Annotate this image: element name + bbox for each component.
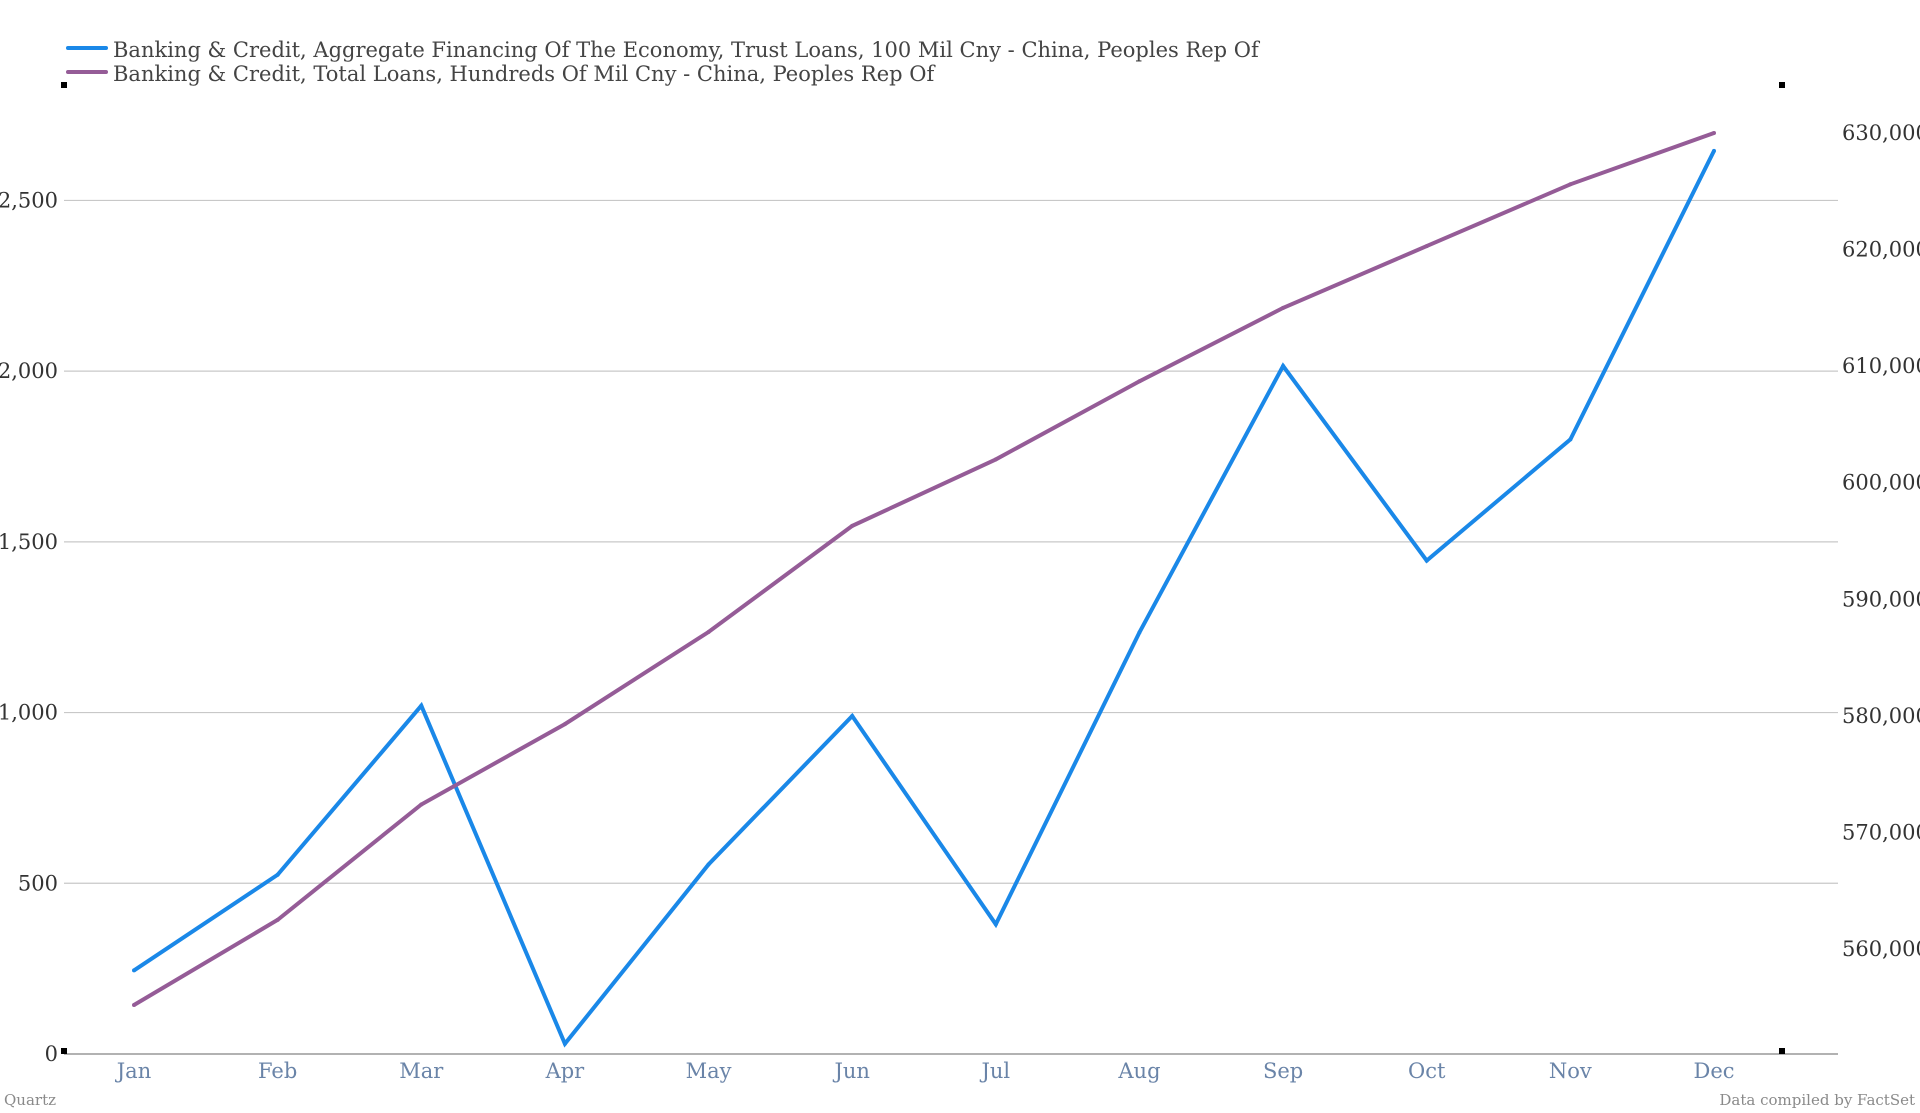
data-point-total-loans: [419, 802, 424, 807]
series-line-trust-loans: [132, 150, 1716, 1048]
data-point-trust-loans: [1712, 148, 1716, 153]
data-point-total-loans: [1712, 130, 1716, 135]
x-tick-label: Oct: [1408, 1059, 1446, 1083]
data-point-trust-loans: [993, 922, 998, 927]
x-tick-label: Jun: [832, 1059, 869, 1083]
data-point-trust-loans: [419, 703, 424, 708]
y-right-tick-label: 610,000: [1842, 354, 1920, 378]
y-left-tick-label: 500: [18, 871, 58, 895]
y-left-tick-label: 1,500: [0, 530, 58, 554]
x-tick-label: Dec: [1693, 1059, 1734, 1083]
y-right-tick-label: 590,000: [1842, 587, 1920, 611]
y-right-tick-label: 600,000: [1842, 471, 1920, 495]
data-point-trust-loans: [1281, 364, 1286, 369]
legend-label-trust-loans: Banking & Credit, Aggregate Financing Of…: [113, 38, 1261, 62]
data-point-total-loans: [993, 457, 998, 462]
data-point-trust-loans: [1137, 630, 1142, 635]
data-point-total-loans: [706, 629, 711, 634]
source-left: Quartz: [4, 1091, 56, 1109]
gridlines: [64, 199, 1838, 884]
axes: 0 500 1,000 1,500 2,000 2,500 560,000 570,000 58…: [0, 121, 1920, 1083]
data-point-trust-loans: [275, 872, 280, 877]
y-right-tick-label: 630,000: [1842, 121, 1920, 145]
source-right: Data compiled by FactSet: [1719, 1091, 1915, 1109]
data-point-trust-loans: [562, 1041, 567, 1046]
data-point-total-loans: [1137, 379, 1142, 384]
data-point-trust-loans: [706, 862, 711, 867]
x-tick-label: Mar: [399, 1059, 444, 1083]
corner-marker-top-left: [61, 82, 67, 88]
y-right-tick-label: 580,000: [1842, 704, 1920, 728]
y-left-tick-label: 2,500: [0, 188, 58, 212]
x-tick-label: Jan: [115, 1059, 151, 1083]
y-right-tick-label: 570,000: [1842, 820, 1920, 844]
data-point-total-loans: [1281, 305, 1286, 310]
x-tick-label: May: [686, 1059, 732, 1083]
data-point-total-loans: [1424, 244, 1429, 249]
x-tick-label: Jul: [979, 1059, 1010, 1083]
y-right-tick-label: 620,000: [1842, 238, 1920, 262]
data-point-trust-loans: [850, 713, 855, 718]
x-tick-label: Nov: [1549, 1059, 1592, 1083]
y-left-tick-label: 1,000: [0, 701, 58, 725]
data-point-trust-loans: [132, 968, 136, 973]
data-point-total-loans: [562, 722, 567, 727]
corner-marker-bottom-left: [61, 1048, 67, 1054]
x-tick-label: Aug: [1117, 1059, 1160, 1083]
y-left-tick-label: 0: [45, 1042, 58, 1066]
data-point-total-loans: [275, 917, 280, 922]
data-point-trust-loans: [1424, 558, 1429, 563]
x-tick-label: Feb: [258, 1059, 297, 1083]
legend: Banking & Credit, Aggregate Financing Of…: [66, 38, 1261, 86]
corner-marker-bottom-right: [1779, 1048, 1785, 1054]
x-tick-label: Apr: [545, 1059, 586, 1083]
series-lines: [132, 130, 1716, 1048]
data-point-trust-loans: [1568, 437, 1573, 442]
y-left-tick-label: 2,000: [0, 359, 58, 383]
data-point-total-loans: [1568, 182, 1573, 187]
corner-marker-top-right: [1779, 82, 1785, 88]
corner-markers: [61, 82, 1785, 1054]
series-line-total-loans: [132, 131, 1715, 1007]
y-right-tick-label: 560,000: [1842, 937, 1920, 961]
data-point-total-loans: [132, 1003, 136, 1008]
data-point-total-loans: [850, 523, 855, 528]
x-tick-label: Sep: [1263, 1059, 1303, 1083]
legend-label-total-loans: Banking & Credit, Total Loans, Hundreds …: [113, 62, 936, 86]
